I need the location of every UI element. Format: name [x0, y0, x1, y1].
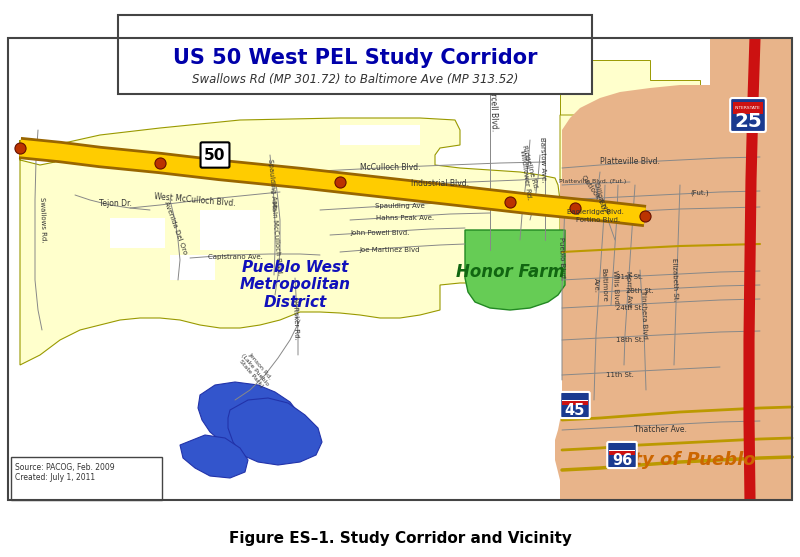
FancyBboxPatch shape [10, 457, 162, 500]
Polygon shape [340, 125, 420, 145]
Polygon shape [560, 115, 690, 180]
Text: Morris Ave.: Morris Ave. [626, 271, 633, 310]
Text: Tejon Dr.: Tejon Dr. [98, 198, 131, 208]
FancyBboxPatch shape [730, 98, 766, 132]
Text: Capistrano Ave.: Capistrano Ave. [207, 254, 262, 260]
Bar [609, 451, 635, 455]
Text: Honor Farm: Honor Farm [455, 263, 565, 281]
Text: Swallows Rd (MP 301.72) to Baltimore Ave (MP 313.52): Swallows Rd (MP 301.72) to Baltimore Ave… [192, 74, 518, 86]
Text: Purcell Blvd.: Purcell Blvd. [488, 84, 498, 132]
FancyBboxPatch shape [560, 392, 590, 418]
Text: 29th St.: 29th St. [626, 288, 654, 294]
Bar [8, 38, 792, 500]
Text: Avenida Del Oro: Avenida Del Oro [162, 201, 187, 256]
Text: Wildflower Rd.: Wildflower Rd. [518, 150, 531, 201]
Polygon shape [228, 398, 322, 465]
Text: McCulloch Blvd.: McCulloch Blvd. [360, 164, 420, 173]
Text: 50: 50 [204, 148, 226, 163]
FancyBboxPatch shape [118, 15, 592, 94]
Text: 25: 25 [734, 111, 762, 131]
Text: Figure ES–1. Study Corridor and Vicinity: Figure ES–1. Study Corridor and Vicinity [229, 530, 571, 545]
Bar [8, 38, 792, 500]
Text: Noftsker Rd.: Noftsker Rd. [292, 296, 300, 340]
Bar [609, 450, 635, 451]
Text: Swallows Rd.: Swallows Rd. [39, 197, 46, 243]
Text: Jenson Rd.
(Lake Pueblo
State Park): Jenson Rd. (Lake Pueblo State Park) [236, 349, 274, 390]
Text: Outlook Blvd.: Outlook Blvd. [580, 174, 612, 216]
Text: 31st St.: 31st St. [617, 274, 643, 280]
Text: Elizabeth St.: Elizabeth St. [671, 258, 678, 302]
Polygon shape [170, 255, 215, 280]
Text: INTERSTATE: INTERSTATE [735, 106, 761, 110]
Text: 96: 96 [612, 453, 632, 467]
Text: Platteville Blvd.: Platteville Blvd. [600, 158, 660, 167]
Text: 11th St.: 11th St. [606, 372, 634, 378]
Text: Fortino Blvd.: Fortino Blvd. [576, 217, 620, 223]
Polygon shape [560, 60, 730, 160]
Text: Industrial Blvd.: Industrial Blvd. [411, 178, 469, 188]
Text: Barstow Ave.: Barstow Ave. [539, 137, 546, 183]
Text: Thatcher Ave.: Thatcher Ave. [634, 426, 686, 434]
Text: Eagleridge Blvd.: Eagleridge Blvd. [566, 209, 623, 215]
Text: Wills Blvd.: Wills Blvd. [612, 270, 620, 306]
Text: Dillon Dr.: Dillon Dr. [593, 182, 607, 214]
Polygon shape [20, 118, 560, 365]
Text: 45: 45 [565, 403, 585, 418]
Text: Spaulding Ave.: Spaulding Ave. [266, 159, 278, 211]
Text: 24th St.: 24th St. [616, 305, 644, 311]
Polygon shape [180, 435, 248, 478]
Text: Trinchera Blvd.: Trinchera Blvd. [640, 289, 648, 341]
Bar [733, 102, 763, 114]
Text: Source: PACOG, Feb. 2009
Created: July 1, 2011: Source: PACOG, Feb. 2009 Created: July 1… [15, 463, 114, 482]
Polygon shape [562, 38, 792, 500]
Bar [562, 401, 588, 404]
Text: City of Pueblo: City of Pueblo [614, 451, 756, 469]
FancyBboxPatch shape [201, 143, 230, 168]
Polygon shape [200, 210, 260, 250]
Text: 18th St.: 18th St. [616, 337, 644, 343]
Text: US 50 West PEL Study Corridor: US 50 West PEL Study Corridor [173, 48, 538, 68]
FancyBboxPatch shape [607, 442, 637, 468]
Text: Main McCulloch Blvd.: Main McCulloch Blvd. [270, 201, 282, 275]
Polygon shape [110, 218, 165, 248]
Text: (Fut.): (Fut.) [690, 190, 710, 196]
Text: Pueblo West
Metropolitan
District: Pueblo West Metropolitan District [239, 260, 350, 310]
Text: Spaulding Ave: Spaulding Ave [375, 203, 425, 209]
Polygon shape [555, 38, 792, 500]
Text: West McCulloch Blvd.: West McCulloch Blvd. [154, 192, 236, 208]
Text: Platteville Blvd. (Fut.): Platteville Blvd. (Fut.) [559, 178, 626, 183]
Text: Pueblo Blvd.: Pueblo Blvd. [558, 236, 566, 280]
Polygon shape [465, 230, 565, 310]
Bar [562, 400, 588, 401]
Text: Hahns Peak Ave.: Hahns Peak Ave. [376, 215, 434, 221]
Text: John Powell Blvd.: John Powell Blvd. [350, 230, 410, 236]
Text: Baltimore
Ave.: Baltimore Ave. [593, 268, 607, 302]
Text: Joe Martinez Blvd: Joe Martinez Blvd [360, 247, 420, 253]
Polygon shape [198, 382, 305, 455]
Text: Ridgeline Rd.: Ridgeline Rd. [521, 145, 539, 191]
